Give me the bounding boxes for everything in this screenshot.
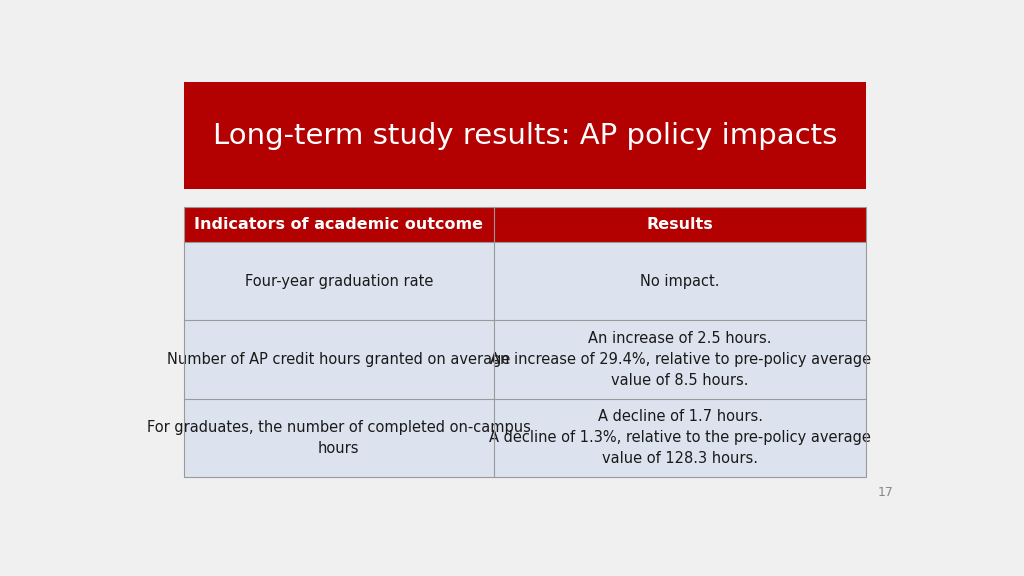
Text: Four-year graduation rate: Four-year graduation rate <box>245 274 433 289</box>
Bar <box>183 207 495 242</box>
Bar <box>183 320 495 399</box>
Bar <box>183 399 495 477</box>
Bar <box>495 207 866 242</box>
Bar <box>183 207 866 477</box>
Text: Indicators of academic outcome: Indicators of academic outcome <box>195 217 483 232</box>
Text: No impact.: No impact. <box>640 274 720 289</box>
Text: Long-term study results: AP policy impacts: Long-term study results: AP policy impac… <box>213 122 837 150</box>
Bar <box>495 399 866 477</box>
Text: Number of AP credit hours granted on average: Number of AP credit hours granted on ave… <box>167 352 511 367</box>
Bar <box>495 242 866 320</box>
Text: An increase of 2.5 hours.
An increase of 29.4%, relative to pre-policy average
v: An increase of 2.5 hours. An increase of… <box>489 331 870 388</box>
Text: 17: 17 <box>878 486 894 499</box>
Bar <box>495 320 866 399</box>
Text: A decline of 1.7 hours.
A decline of 1.3%, relative to the pre-policy average
va: A decline of 1.7 hours. A decline of 1.3… <box>489 410 871 467</box>
Text: For graduates, the number of completed on-campus
hours: For graduates, the number of completed o… <box>146 420 530 456</box>
Bar <box>183 242 495 320</box>
Text: Results: Results <box>647 217 714 232</box>
Bar <box>183 82 866 189</box>
